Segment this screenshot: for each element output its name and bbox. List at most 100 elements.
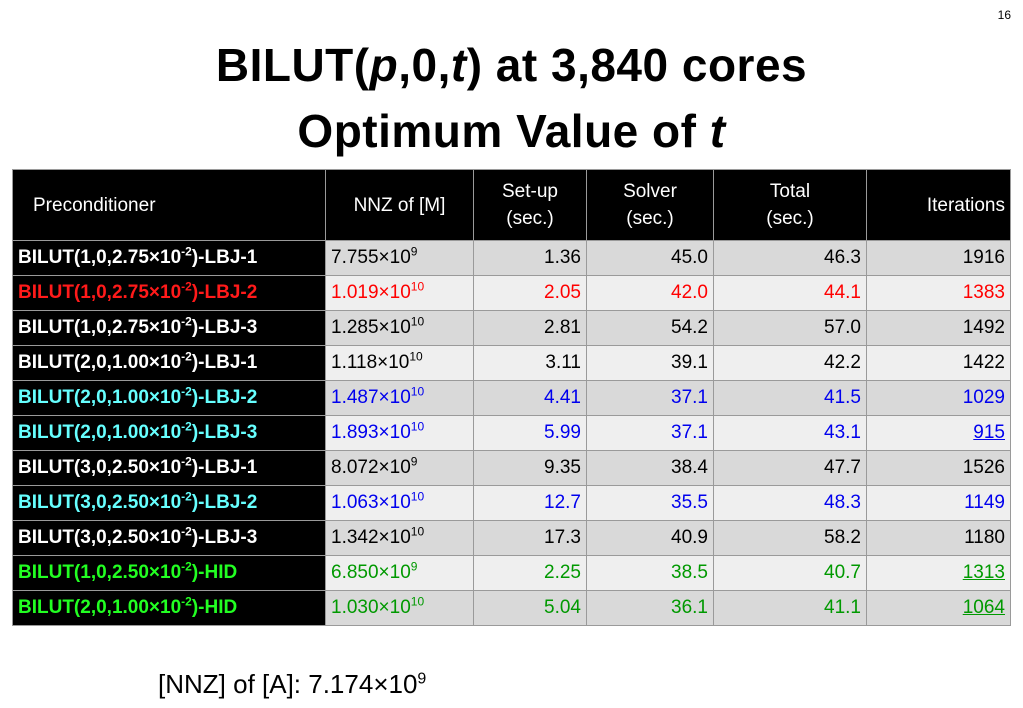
nnz-base: 8.072×10	[331, 457, 411, 478]
nnz-cell: 1.487×1010	[325, 380, 474, 416]
nnz-exponent: 9	[410, 454, 418, 469]
preconditioner-suffix: )-LBJ-2	[191, 282, 258, 303]
nnz-exponent: 10	[410, 419, 425, 434]
nnz-cell: 6.850×109	[325, 555, 474, 591]
nnz-cell: 1.030×1010	[325, 590, 474, 626]
preconditioner-exponent: -2	[181, 349, 192, 364]
title-part-italic: t	[450, 39, 467, 91]
iterations-cell: 1383	[866, 275, 1011, 311]
preconditioner-cell: BILUT(1,0,2.50×10-2)-HID	[12, 555, 326, 591]
setup-cell: 3.11	[473, 345, 587, 381]
iterations-value: 1029	[962, 387, 1005, 408]
solver-cell: 38.4	[586, 450, 714, 486]
table-row: BILUT(2,0,1.00×10-2)-LBJ-3 1.893×1010 5.99…	[12, 415, 1011, 451]
nnz-base: 1.893×10	[331, 422, 411, 443]
total-cell: 42.2	[713, 345, 867, 381]
preconditioner-suffix: )-LBJ-3	[191, 422, 258, 443]
table-row: BILUT(1,0,2.75×10-2)-LBJ-1 7.755×109 1.36 4…	[12, 240, 1011, 276]
footer-nnz-a: [NNZ] of [A]: 7.174×109	[158, 669, 426, 700]
nnz-exponent: 10	[409, 349, 423, 364]
preconditioner-exponent: -2	[181, 524, 192, 539]
table-row: BILUT(1,0,2.75×10-2)-LBJ-3 1.285×1010 2.81…	[12, 310, 1011, 346]
iterations-value: 1313	[962, 562, 1005, 583]
solver-cell: 42.0	[586, 275, 714, 311]
iterations-cell: 1313	[866, 555, 1011, 591]
header-setup: Set-up (sec.)	[473, 169, 587, 241]
preconditioner-exponent: -2	[181, 489, 192, 504]
setup-cell: 1.36	[473, 240, 587, 276]
iterations-cell: 1180	[866, 520, 1011, 556]
nnz-base: 6.850×10	[331, 562, 411, 583]
iterations-cell: 915	[866, 415, 1011, 451]
solver-cell: 36.1	[586, 590, 714, 626]
table-row: BILUT(3,0,2.50×10-2)-LBJ-2 1.063×1010 12.7…	[12, 485, 1011, 521]
total-cell: 47.7	[713, 450, 867, 486]
solver-cell: 35.5	[586, 485, 714, 521]
setup-cell: 9.35	[473, 450, 587, 486]
total-cell: 57.0	[713, 310, 867, 346]
iterations-value: 915	[973, 422, 1005, 443]
header-solver: Solver (sec.)	[586, 169, 714, 241]
nnz-cell: 1.118×1010	[325, 345, 474, 381]
preconditioner-cell: BILUT(2,0,1.00×10-2)-LBJ-1	[12, 345, 326, 381]
preconditioner-exponent: -2	[181, 384, 192, 399]
total-cell: 41.1	[713, 590, 867, 626]
nnz-base: 7.755×10	[331, 247, 411, 268]
iterations-value: 1492	[962, 317, 1005, 338]
header-total: Total (sec.)	[713, 169, 867, 241]
preconditioner-exponent: -2	[181, 594, 192, 609]
nnz-cell: 8.072×109	[325, 450, 474, 486]
preconditioner-exponent: -2	[181, 279, 192, 294]
nnz-cell: 1.893×1010	[325, 415, 474, 451]
preconditioner-name: BILUT(2,0,1.00×10	[18, 387, 182, 408]
iterations-cell: 1422	[866, 345, 1011, 381]
setup-cell: 2.25	[473, 555, 587, 591]
table-row: BILUT(1,0,2.50×10-2)-HID 6.850×109 2.25 38.…	[12, 555, 1011, 591]
preconditioner-name: BILUT(3,0,2.50×10	[18, 492, 182, 513]
setup-cell: 2.81	[473, 310, 587, 346]
iterations-cell: 1526	[866, 450, 1011, 486]
preconditioner-name: BILUT(1,0,2.50×10	[18, 562, 182, 583]
total-cell: 40.7	[713, 555, 867, 591]
nnz-exponent: 10	[410, 489, 425, 504]
nnz-exponent: 10	[410, 279, 425, 294]
preconditioner-suffix: )-LBJ-2	[191, 387, 258, 408]
nnz-cell: 7.755×109	[325, 240, 474, 276]
nnz-base: 1.285×10	[331, 317, 411, 338]
nnz-base: 1.342×10	[331, 527, 411, 548]
table-row: BILUT(2,0,1.00×10-2)-LBJ-1 1.118×1010 3.11…	[12, 345, 1011, 381]
total-cell: 46.3	[713, 240, 867, 276]
nnz-base: 1.487×10	[331, 387, 411, 408]
title-part: ,0,	[398, 39, 451, 91]
table-row: BILUT(3,0,2.50×10-2)-LBJ-3 1.342×1010 17.3…	[12, 520, 1011, 556]
footer-exponent: 9	[417, 670, 427, 688]
preconditioner-cell: BILUT(1,0,2.75×10-2)-LBJ-1	[12, 240, 326, 276]
nnz-exponent: 9	[410, 559, 418, 574]
solver-cell: 37.1	[586, 380, 714, 416]
iterations-value: 1149	[964, 492, 1005, 513]
total-cell: 58.2	[713, 520, 867, 556]
iterations-value: 1422	[962, 352, 1005, 373]
table-row: BILUT(1,0,2.75×10-2)-LBJ-2 1.019×1010 2.05…	[12, 275, 1011, 311]
preconditioner-name: BILUT(2,0,1.00×10	[18, 352, 182, 373]
total-cell: 48.3	[713, 485, 867, 521]
setup-cell: 5.99	[473, 415, 587, 451]
setup-cell: 12.7	[473, 485, 587, 521]
table-row: BILUT(3,0,2.50×10-2)-LBJ-1 8.072×109 9.35 3…	[12, 450, 1011, 486]
preconditioner-exponent: -2	[181, 314, 192, 329]
preconditioner-name: BILUT(1,0,2.75×10	[18, 317, 182, 338]
preconditioner-exponent: -2	[181, 559, 192, 574]
preconditioner-suffix: )-LBJ-3	[191, 527, 258, 548]
nnz-cell: 1.285×1010	[325, 310, 474, 346]
nnz-base: 1.118×10	[331, 352, 410, 373]
nnz-exponent: 9	[410, 244, 418, 259]
nnz-cell: 1.019×1010	[325, 275, 474, 311]
preconditioner-name: BILUT(3,0,2.50×10	[18, 527, 182, 548]
nnz-base: 1.063×10	[331, 492, 411, 513]
preconditioner-suffix: )-LBJ-1	[191, 457, 258, 478]
preconditioner-exponent: -2	[181, 244, 192, 259]
preconditioner-suffix: )-HID	[191, 562, 238, 583]
preconditioner-suffix: )-LBJ-1	[191, 247, 258, 268]
solver-cell: 37.1	[586, 415, 714, 451]
preconditioner-cell: BILUT(2,0,1.00×10-2)-HID	[12, 590, 326, 626]
